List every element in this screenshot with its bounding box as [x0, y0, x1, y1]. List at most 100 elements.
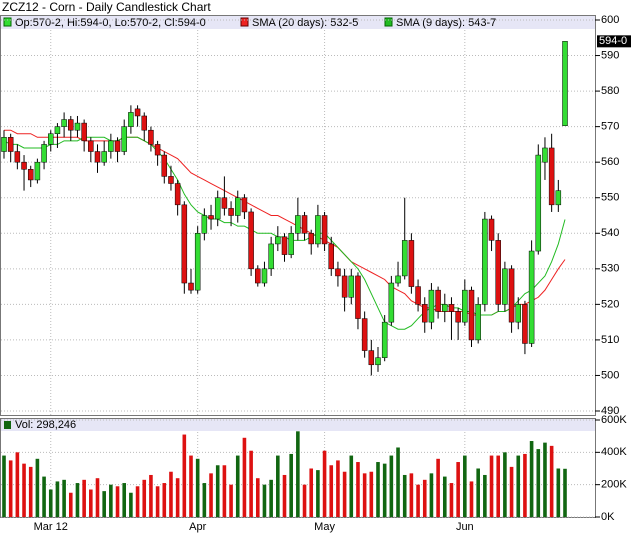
volume-bar	[215, 465, 220, 517]
volume-bar	[389, 455, 394, 517]
y-tick-label: 200K	[601, 479, 627, 491]
candle-body	[468, 289, 475, 341]
candle-body	[422, 304, 428, 323]
legend-swatch	[3, 17, 12, 27]
volume-bar	[289, 453, 293, 517]
volume-bar	[102, 491, 106, 517]
volume-bar	[155, 486, 160, 517]
candle-body	[295, 215, 301, 234]
candle-body	[261, 268, 268, 284]
volume-bar	[429, 473, 434, 517]
candle-body	[228, 208, 234, 216]
candle-body	[321, 215, 328, 245]
volume-bar	[255, 478, 260, 517]
volume-bar	[483, 474, 487, 517]
candle-body	[428, 289, 435, 323]
volume-bar	[516, 455, 521, 517]
volume-bar	[329, 465, 334, 517]
candle-body	[435, 289, 441, 312]
candle-body	[34, 161, 41, 181]
volume-bar	[469, 481, 474, 517]
y-tick-label: 500	[601, 369, 619, 381]
volume-bar	[349, 455, 354, 517]
volume-bar	[309, 468, 314, 517]
y-tick-label: 580	[601, 85, 619, 97]
volume-bar	[189, 455, 193, 517]
volume-bar	[222, 465, 227, 517]
volume-bar	[436, 458, 440, 517]
candle-body	[21, 161, 27, 170]
candle-body	[542, 147, 548, 163]
candle-body	[275, 236, 281, 245]
candle-body	[502, 268, 508, 305]
volume-bar	[356, 462, 360, 517]
volume-bar	[269, 479, 273, 517]
volume-bar	[55, 481, 60, 517]
volume-bar	[549, 445, 554, 517]
volume-bar	[362, 473, 367, 517]
candle-body	[562, 41, 568, 126]
volume-bar	[296, 431, 300, 517]
volume-bar	[496, 455, 501, 517]
candle-body	[415, 286, 421, 305]
legend-swatch	[4, 421, 11, 429]
volume-bar	[209, 473, 213, 517]
candle-body	[148, 129, 154, 145]
volume-bar	[229, 484, 233, 517]
candle-body	[335, 268, 341, 277]
candle-body	[114, 140, 121, 152]
volume-bar	[202, 483, 207, 517]
last-price-box	[597, 35, 631, 48]
volume-bar	[489, 455, 494, 517]
candle-body	[181, 204, 188, 284]
candle-body	[7, 137, 14, 152]
candle-body	[401, 240, 408, 277]
candle-body	[548, 147, 555, 206]
candle-body	[208, 215, 214, 220]
volume-bar	[249, 450, 253, 517]
candle-body	[375, 357, 381, 366]
candle-body	[194, 233, 201, 291]
candle-body	[361, 318, 368, 351]
volume-bar	[376, 462, 380, 517]
volume-bar	[409, 473, 414, 517]
candle-body	[221, 197, 228, 209]
volume-bar	[396, 447, 400, 517]
candle-body	[495, 240, 501, 305]
volume-bar	[456, 462, 460, 517]
volume-bar	[302, 484, 307, 517]
candle-body	[355, 275, 361, 319]
candle-body	[68, 119, 74, 131]
ohlc-legend: Op:570-2, Hi:594-0, Lo:570-2, Cl:594-0	[15, 17, 206, 29]
volume-bar	[382, 463, 387, 517]
candle-body	[201, 215, 208, 234]
volume-bar	[262, 484, 267, 517]
candle-body	[1, 137, 7, 152]
volume-bar	[22, 463, 26, 517]
y-tick-label: 510	[601, 334, 619, 346]
volume-bar	[28, 466, 33, 517]
candle-body	[101, 151, 107, 163]
candle-body	[308, 233, 314, 245]
candle-body	[161, 154, 168, 177]
volume-bar	[82, 479, 86, 517]
candle-body	[328, 243, 334, 270]
volume-bar	[336, 460, 340, 517]
candle-body	[61, 119, 67, 127]
candle-body	[448, 304, 455, 312]
candle-body	[168, 176, 174, 184]
chart-title: ZCZ12 - Corn - Daily Candlestick Chart	[2, 0, 211, 14]
volume-bar	[322, 450, 327, 517]
candle-body	[315, 215, 321, 245]
candle-body	[108, 140, 114, 152]
last-price-label: 594-0	[599, 35, 627, 47]
volume-bar	[109, 484, 113, 517]
candle-body	[482, 218, 488, 305]
y-tick-label: 520	[601, 298, 619, 310]
candle-body	[41, 144, 47, 163]
volume-bar	[149, 474, 153, 517]
volume-bar	[75, 483, 80, 517]
volume-bar	[62, 479, 66, 517]
volume-bar	[242, 437, 247, 517]
candle-body	[88, 140, 94, 152]
